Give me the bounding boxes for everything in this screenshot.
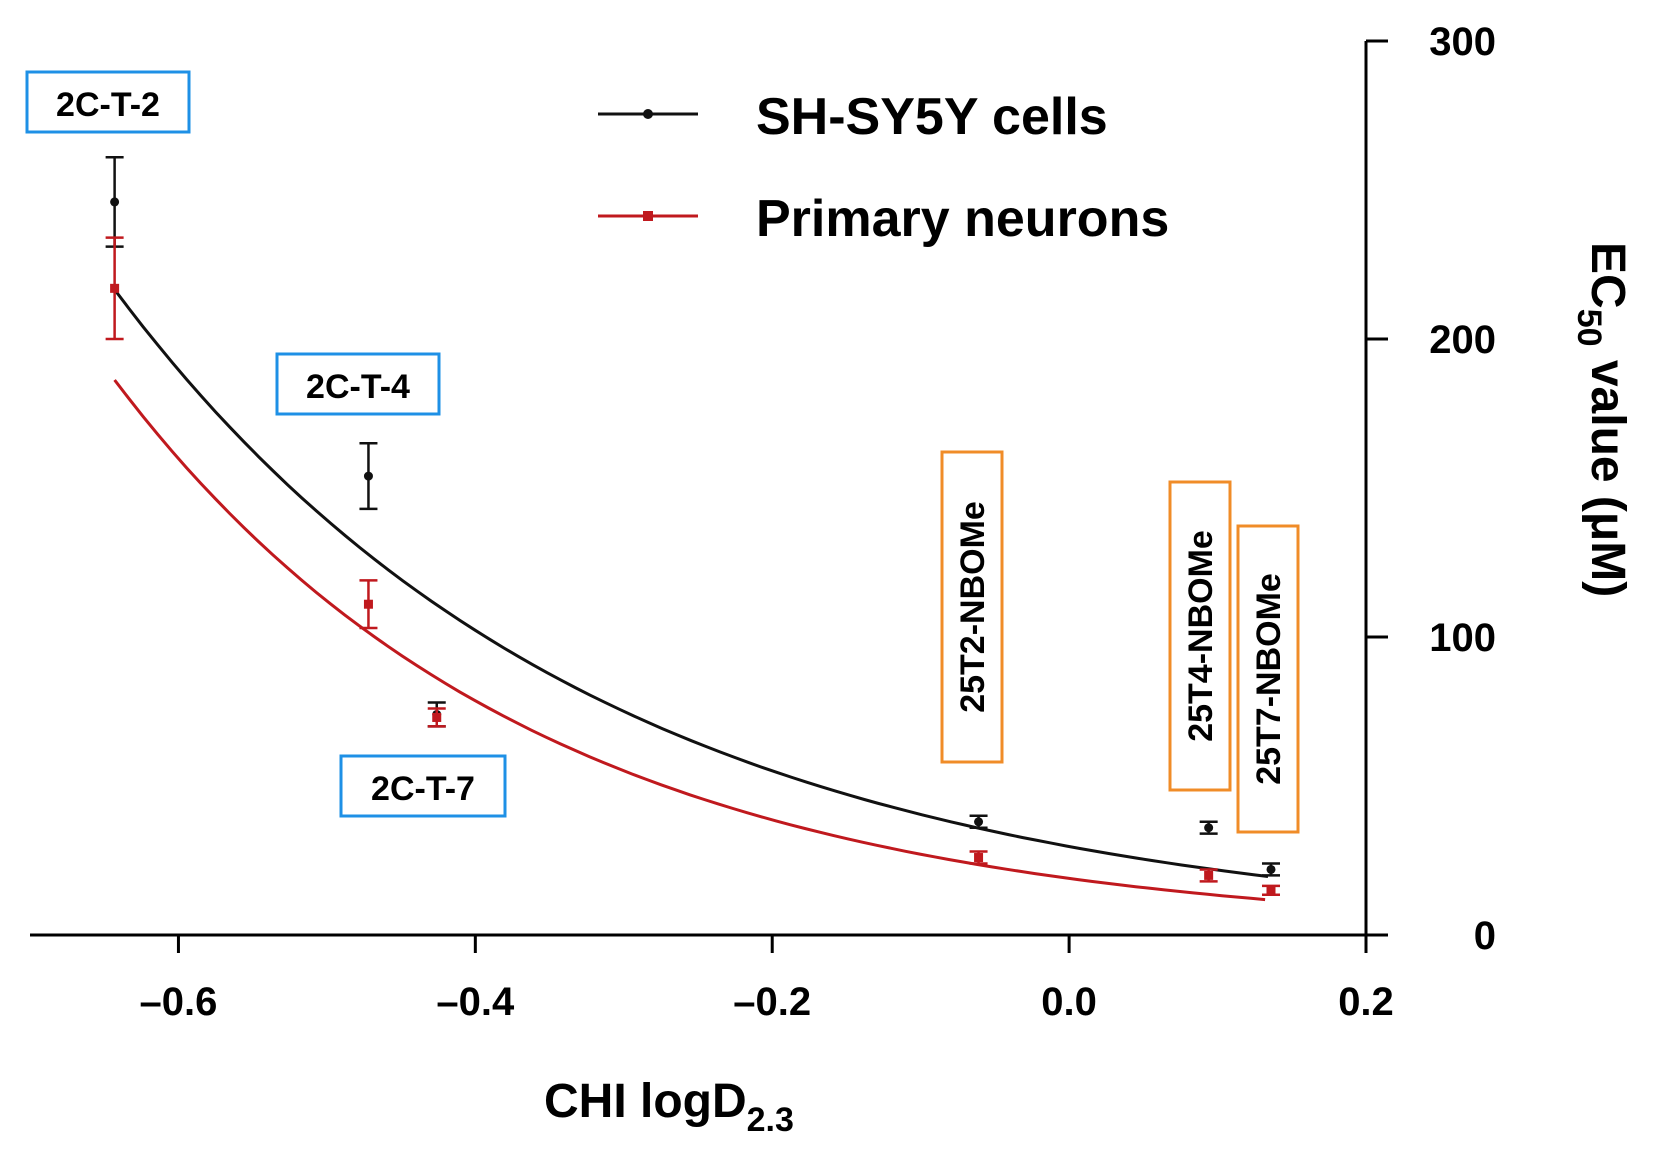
- legend: SH-SY5Y cells Primary neurons: [598, 88, 1169, 248]
- label-2c-t-2: 2C-T-2: [25, 70, 191, 134]
- legend-label-sh-sy5y: SH-SY5Y cells: [756, 88, 1108, 146]
- label-25t7-nbome-box: [1236, 524, 1300, 834]
- y-tick-label: 100: [1429, 616, 1496, 660]
- label-2c-t-4-text: 2C-T-4: [306, 368, 410, 406]
- x-tick-label: –0.6: [140, 980, 218, 1024]
- compound-labels: 2C-T-2 2C-T-4 2C-T-7 25T2-NBOMe 25T4-NBO…: [25, 70, 1300, 834]
- data-point-sh-sy5y: [105, 155, 124, 248]
- legend-item-primary: Primary neurons: [598, 190, 1169, 248]
- x-tick-label: 0.0: [1041, 980, 1097, 1024]
- point-marker: [1204, 823, 1214, 833]
- y-tick-label: 200: [1429, 318, 1496, 362]
- data-point-primary: [969, 850, 988, 865]
- x-tick-label: 0.2: [1338, 980, 1394, 1024]
- data-point-sh-sy5y: [1261, 862, 1280, 877]
- x-axis-title-subscript: 2.3: [747, 1101, 794, 1139]
- point-marker: [110, 283, 120, 293]
- point-marker: [110, 197, 120, 207]
- label-2c-t-7-text: 2C-T-7: [371, 770, 475, 808]
- y-axis: 0 100 200 300 EC50 value (μM): [1364, 20, 1634, 958]
- y-axis-title-subscript: 50: [1570, 309, 1608, 347]
- x-tick-label: –0.4: [436, 980, 515, 1024]
- point-marker: [974, 817, 984, 827]
- data-point-primary: [1261, 884, 1280, 897]
- legend-marker-sh-sy5y: [643, 109, 653, 119]
- y-ticks: 0 100 200 300: [1366, 20, 1496, 958]
- label-25t4-nbome-box: [1168, 480, 1232, 792]
- legend-marker-primary: [643, 211, 653, 221]
- label-25t7-nbome-text: 25T7-NBOMe: [1250, 573, 1288, 785]
- x-axis-title: CHI logD2.3: [544, 1075, 794, 1139]
- fit-curve-sh-sy5y: [113, 288, 1269, 878]
- x-tick-label: –0.2: [733, 980, 811, 1024]
- data-point-primary: [105, 236, 124, 341]
- legend-label-primary: Primary neurons: [756, 190, 1169, 248]
- label-25t2-nbome: 25T2-NBOMe: [940, 450, 1004, 764]
- label-2c-t-4-box: [275, 352, 441, 416]
- x-axis: –0.6 –0.4 –0.2 0.0 0.2 CHI logD2.3: [30, 933, 1394, 1139]
- data-point-primary: [1199, 868, 1218, 883]
- label-25t2-nbome-text: 25T2-NBOMe: [954, 501, 992, 713]
- label-2c-t-4: 2C-T-4: [275, 352, 441, 416]
- y-tick-label: 0: [1474, 914, 1496, 958]
- data-point-primary: [359, 579, 378, 630]
- label-25t4-nbome-text: 25T4-NBOMe: [1182, 530, 1220, 742]
- legend-item-sh-sy5y: SH-SY5Y cells: [598, 88, 1108, 146]
- y-tick-label: 300: [1429, 20, 1496, 64]
- point-marker: [1266, 885, 1276, 895]
- label-2c-t-7-box: [339, 754, 507, 818]
- fit-curves: [113, 288, 1269, 902]
- data-point-primary: [427, 707, 446, 728]
- point-marker: [432, 712, 442, 722]
- point-marker: [363, 471, 373, 481]
- x-ticks: –0.6 –0.4 –0.2 0.0 0.2: [140, 935, 1394, 1024]
- data-point-sh-sy5y: [969, 814, 988, 829]
- data-points: [105, 155, 1280, 897]
- label-25t4-nbome: 25T4-NBOMe: [1168, 480, 1232, 792]
- point-marker: [974, 853, 984, 863]
- data-point-sh-sy5y: [1199, 820, 1218, 835]
- y-axis-title: EC50 value (μM): [1570, 242, 1634, 597]
- label-25t2-nbome-box: [940, 450, 1004, 764]
- point-marker: [1266, 864, 1276, 874]
- point-marker: [1204, 870, 1214, 880]
- data-point-sh-sy5y: [359, 442, 378, 511]
- label-2c-t-2-text: 2C-T-2: [56, 86, 160, 124]
- label-2c-t-7: 2C-T-7: [339, 754, 507, 818]
- fit-curve-primary: [113, 379, 1266, 902]
- point-marker: [363, 599, 373, 609]
- label-2c-t-2-box: [25, 70, 191, 134]
- label-25t7-nbome: 25T7-NBOMe: [1236, 524, 1300, 834]
